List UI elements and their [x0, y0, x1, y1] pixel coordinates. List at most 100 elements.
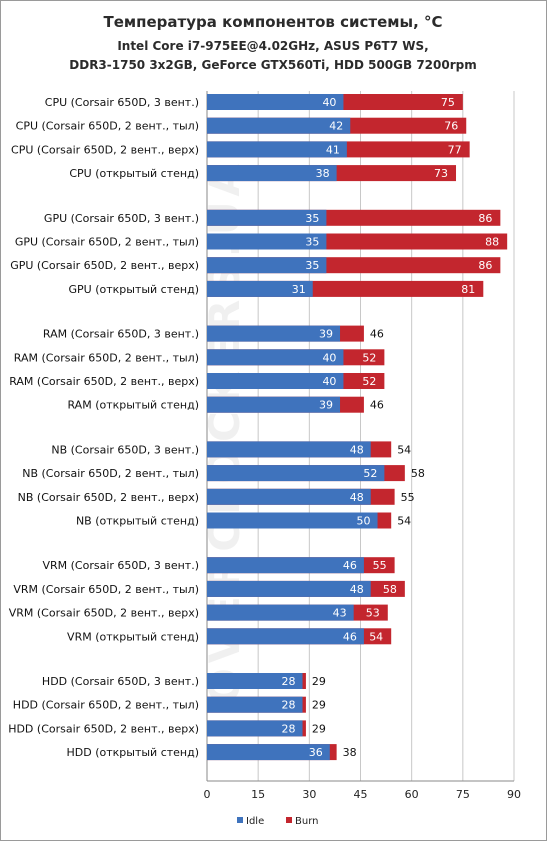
idle-value-label: 42 — [329, 120, 343, 133]
burn-value-label: 46 — [370, 399, 384, 412]
burn-value-label: 55 — [373, 559, 387, 572]
burn-value-label: 77 — [448, 143, 462, 156]
burn-value-label: 81 — [461, 283, 475, 296]
idle-value-label: 43 — [333, 607, 347, 620]
idle-bar — [207, 673, 303, 689]
burn-value-label: 75 — [441, 96, 455, 109]
legend-label-idle: Idle — [246, 816, 264, 827]
category-label: CPU (Corsair 650D, 3 вент.) — [45, 96, 199, 109]
idle-value-label: 50 — [357, 515, 371, 528]
idle-bar — [207, 604, 354, 621]
idle-value-label: 35 — [305, 236, 319, 249]
idle-bar — [207, 696, 303, 713]
category-label: NB (Corsair 650D, 3 вент.) — [51, 443, 199, 456]
idle-bar — [207, 628, 364, 645]
category-label: NB (Corsair 650D, 2 вент., тыл) — [22, 467, 199, 480]
burn-value-label: 55 — [401, 491, 415, 504]
idle-value-label: 36 — [309, 746, 323, 759]
idle-value-label: 48 — [350, 443, 364, 456]
burn-value-label: 52 — [362, 351, 376, 364]
idle-bar — [207, 94, 344, 110]
category-label: RAM (Corsair 650D, 2 вент., тыл) — [14, 351, 199, 364]
idle-bar — [207, 165, 337, 182]
category-label: NB (Corsair 650D, 2 вент., верх) — [18, 491, 199, 504]
x-tick-label: 60 — [405, 788, 419, 801]
category-label: VRM (Corsair 650D, 2 вент., верх) — [9, 607, 199, 620]
idle-bar — [207, 396, 341, 413]
x-tick-label: 90 — [507, 788, 521, 801]
idle-value-label: 35 — [305, 259, 319, 272]
idle-bar — [207, 257, 327, 274]
burn-value-label: 29 — [312, 722, 326, 735]
category-label: RAM (Corsair 650D, 2 вент., верх) — [9, 375, 199, 388]
legend-label-burn: Burn — [295, 816, 318, 827]
category-label: HDD (Corsair 650D, 2 вент., тыл) — [13, 699, 199, 712]
idle-bar — [207, 488, 371, 505]
idle-value-label: 39 — [319, 399, 333, 412]
idle-bar — [207, 141, 347, 158]
idle-bar — [207, 117, 351, 134]
idle-bar — [207, 325, 341, 342]
x-tick-label: 75 — [456, 788, 470, 801]
category-label: HDD (открытый стенд) — [67, 746, 200, 759]
chart-subtitle-line-1: Intel Core i7-975EE@4.02GHz, ASUS P6T7 W… — [117, 39, 428, 53]
burn-value-label: 52 — [362, 375, 376, 388]
idle-value-label: 52 — [363, 467, 377, 480]
category-label: RAM (открытый стенд) — [67, 399, 199, 412]
idle-bar — [207, 580, 371, 597]
idle-bar — [207, 441, 371, 458]
burn-value-label: 73 — [434, 167, 448, 180]
burn-value-label: 76 — [444, 120, 458, 133]
idle-bar — [207, 373, 344, 389]
burn-value-label: 53 — [366, 607, 380, 620]
category-label: RAM (Corsair 650D, 3 вент.) — [43, 328, 199, 341]
idle-bar — [207, 557, 364, 574]
burn-value-label: 86 — [478, 212, 492, 225]
idle-value-label: 48 — [350, 583, 364, 596]
category-label: GPU (Corsair 650D, 3 вент.) — [44, 212, 199, 225]
idle-value-label: 40 — [322, 375, 336, 388]
burn-value-label: 58 — [411, 467, 425, 480]
category-label: GPU (Corsair 650D, 2 вент., верх) — [10, 259, 199, 272]
category-label: GPU (Corsair 650D, 2 вент., тыл) — [15, 236, 199, 249]
idle-bar — [207, 720, 303, 737]
idle-value-label: 28 — [282, 722, 296, 735]
idle-value-label: 40 — [322, 96, 336, 109]
category-label: VRM (Corsair 650D, 3 вент.) — [42, 559, 199, 572]
x-tick-label: 30 — [302, 788, 316, 801]
category-label: HDD (Corsair 650D, 3 вент.) — [42, 675, 199, 688]
idle-bar — [207, 512, 378, 529]
burn-value-label: 46 — [370, 328, 384, 341]
idle-value-label: 48 — [350, 491, 364, 504]
idle-value-label: 39 — [319, 328, 333, 341]
x-tick-label: 15 — [251, 788, 265, 801]
legend-swatch-idle — [237, 817, 243, 823]
idle-value-label: 38 — [316, 167, 330, 180]
idle-value-label: 46 — [343, 630, 357, 643]
burn-value-label: 58 — [383, 583, 397, 596]
category-label: VRM (открытый стенд) — [67, 630, 199, 643]
burn-value-label: 54 — [369, 630, 383, 643]
legend-swatch-burn — [286, 817, 292, 823]
chart-title: Температура компонентов системы, °С — [103, 13, 442, 31]
burn-value-label: 38 — [343, 746, 357, 759]
category-label: GPU (открытый стенд) — [69, 283, 200, 296]
burn-value-label: 29 — [312, 675, 326, 688]
burn-value-label: 54 — [397, 443, 411, 456]
idle-value-label: 46 — [343, 559, 357, 572]
idle-value-label: 35 — [305, 212, 319, 225]
x-tick-label: 0 — [204, 788, 211, 801]
legend: Idle Burn — [237, 816, 318, 827]
idle-bar — [207, 280, 313, 297]
idle-bar — [207, 744, 330, 761]
idle-bar — [207, 465, 385, 482]
category-label: CPU (Corsair 650D, 2 вент., верх) — [11, 143, 199, 156]
idle-bar — [207, 233, 327, 250]
burn-value-label: 88 — [485, 236, 499, 249]
idle-value-label: 31 — [292, 283, 306, 296]
burn-value-label: 54 — [397, 515, 411, 528]
idle-value-label: 28 — [282, 675, 296, 688]
idle-bar — [207, 209, 327, 226]
